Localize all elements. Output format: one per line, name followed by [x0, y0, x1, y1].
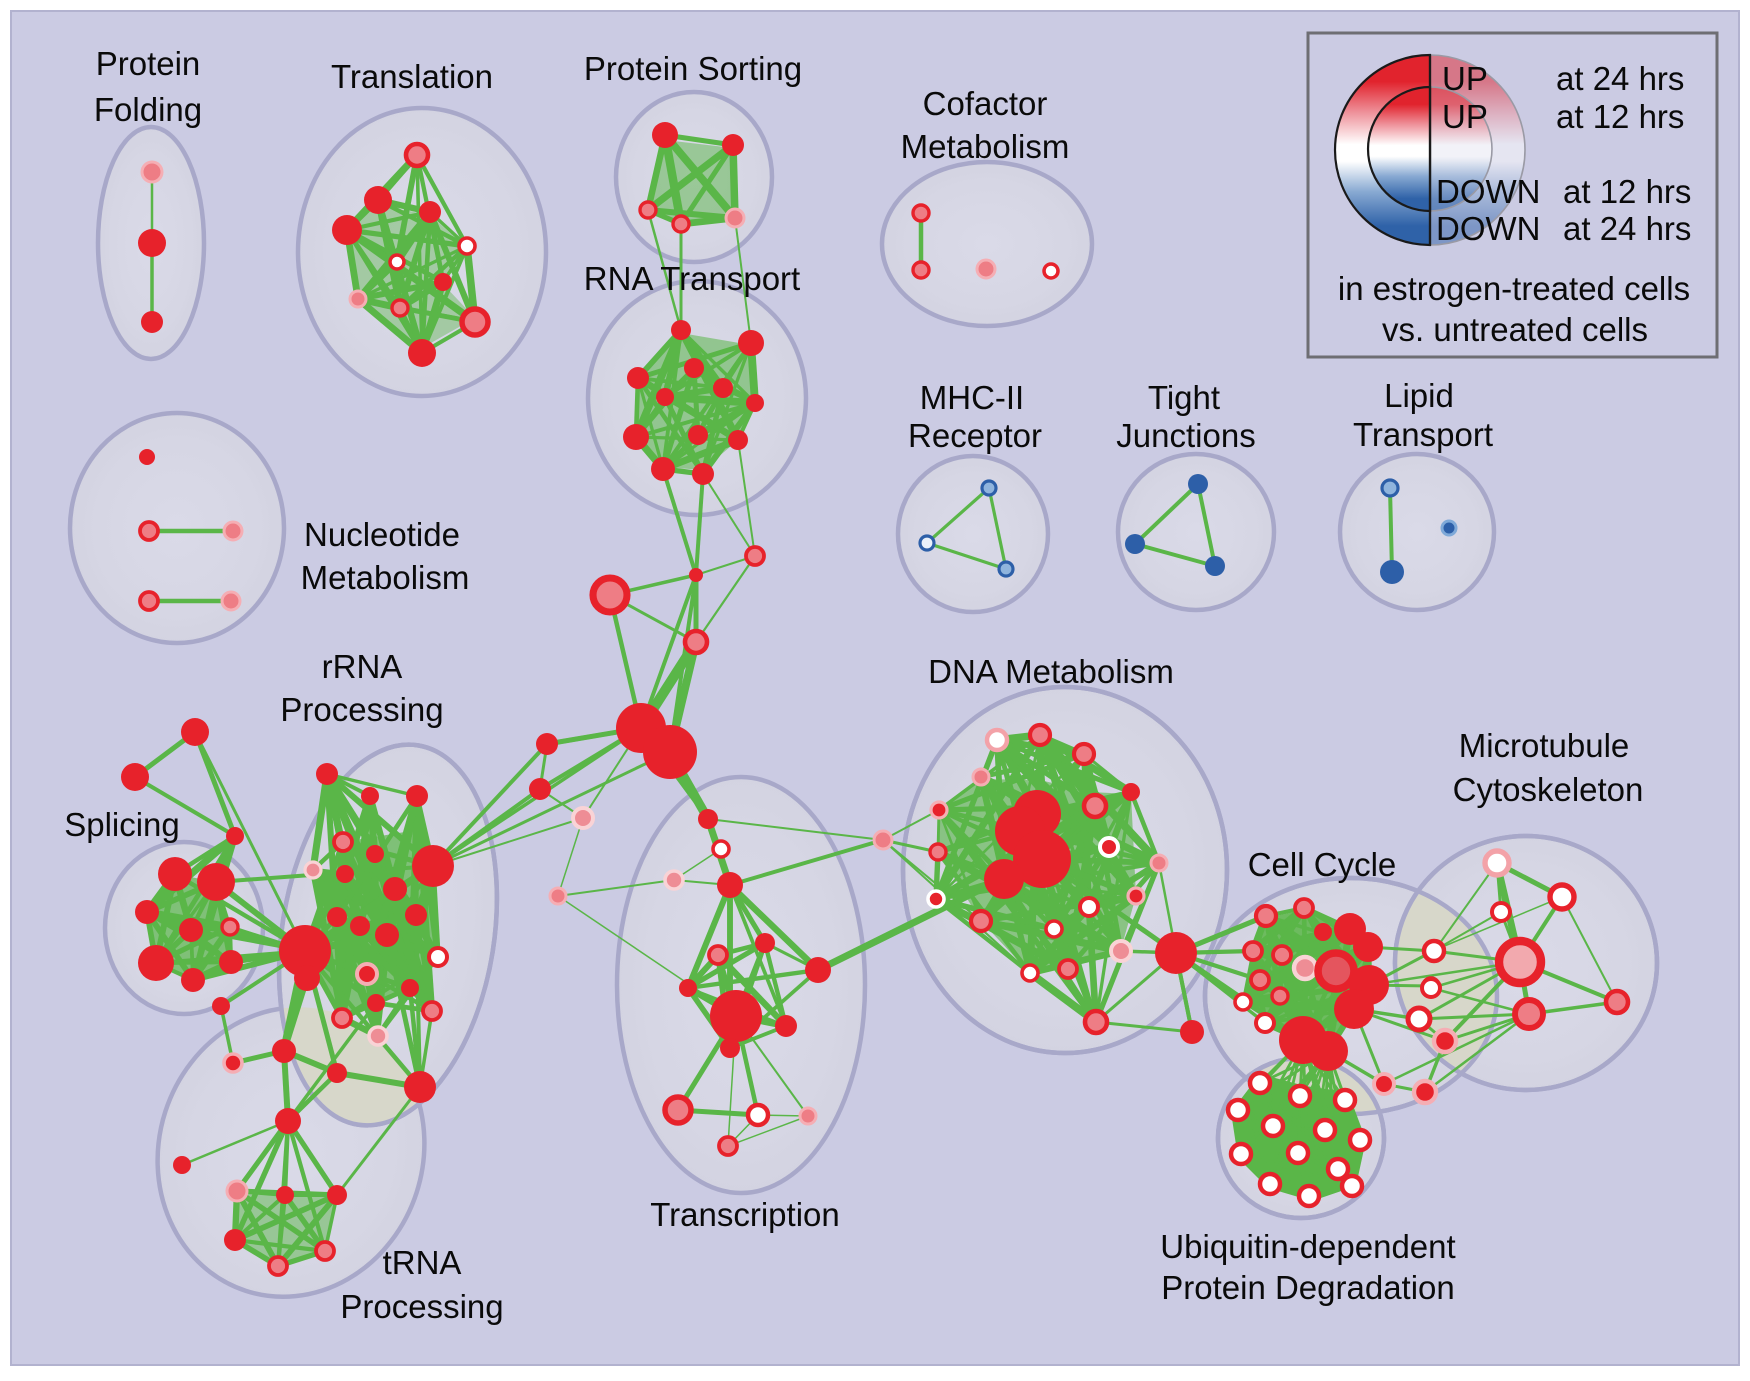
svg-text:Ubiquitin-dependent: Ubiquitin-dependent	[1160, 1228, 1455, 1265]
svg-text:DOWN: DOWN	[1436, 210, 1540, 247]
svg-text:at 24 hrs: at 24 hrs	[1563, 210, 1691, 247]
svg-text:UP: UP	[1442, 98, 1488, 135]
svg-text:vs. untreated cells: vs. untreated cells	[1382, 311, 1648, 348]
svg-text:Folding: Folding	[94, 91, 202, 128]
svg-text:Tight: Tight	[1148, 379, 1220, 416]
svg-text:Receptor: Receptor	[908, 417, 1042, 454]
svg-text:Splicing: Splicing	[64, 806, 180, 843]
svg-text:DNA Metabolism: DNA Metabolism	[928, 653, 1174, 690]
svg-text:in estrogen-treated cells: in estrogen-treated cells	[1338, 270, 1690, 307]
svg-text:Transport: Transport	[1353, 416, 1493, 453]
svg-text:Protein Degradation: Protein Degradation	[1161, 1269, 1455, 1306]
svg-text:Translation: Translation	[331, 58, 493, 95]
svg-text:tRNA: tRNA	[383, 1244, 462, 1281]
svg-text:Metabolism: Metabolism	[901, 128, 1070, 165]
svg-text:rRNA: rRNA	[322, 648, 403, 685]
svg-text:at 12 hrs: at 12 hrs	[1563, 173, 1691, 210]
svg-text:RNA Transport: RNA Transport	[584, 260, 800, 297]
svg-text:Microtubule: Microtubule	[1459, 727, 1630, 764]
svg-text:Processing: Processing	[340, 1288, 503, 1325]
svg-text:DOWN: DOWN	[1436, 173, 1540, 210]
svg-text:MHC-II: MHC-II	[920, 379, 1024, 416]
svg-text:at 12 hrs: at 12 hrs	[1556, 98, 1684, 135]
svg-text:Protein Sorting: Protein Sorting	[584, 50, 802, 87]
svg-text:Cell Cycle: Cell Cycle	[1248, 846, 1397, 883]
svg-text:Metabolism: Metabolism	[301, 559, 470, 596]
svg-text:Cytoskeleton: Cytoskeleton	[1453, 771, 1644, 808]
svg-text:Lipid: Lipid	[1384, 377, 1454, 414]
svg-text:Junctions: Junctions	[1116, 417, 1255, 454]
svg-text:Nucleotide: Nucleotide	[304, 516, 460, 553]
svg-text:UP: UP	[1442, 60, 1488, 97]
svg-text:Processing: Processing	[280, 691, 443, 728]
svg-text:Transcription: Transcription	[650, 1196, 840, 1233]
svg-text:Protein: Protein	[96, 45, 201, 82]
svg-text:Cofactor: Cofactor	[923, 85, 1048, 122]
svg-text:at 24 hrs: at 24 hrs	[1556, 60, 1684, 97]
